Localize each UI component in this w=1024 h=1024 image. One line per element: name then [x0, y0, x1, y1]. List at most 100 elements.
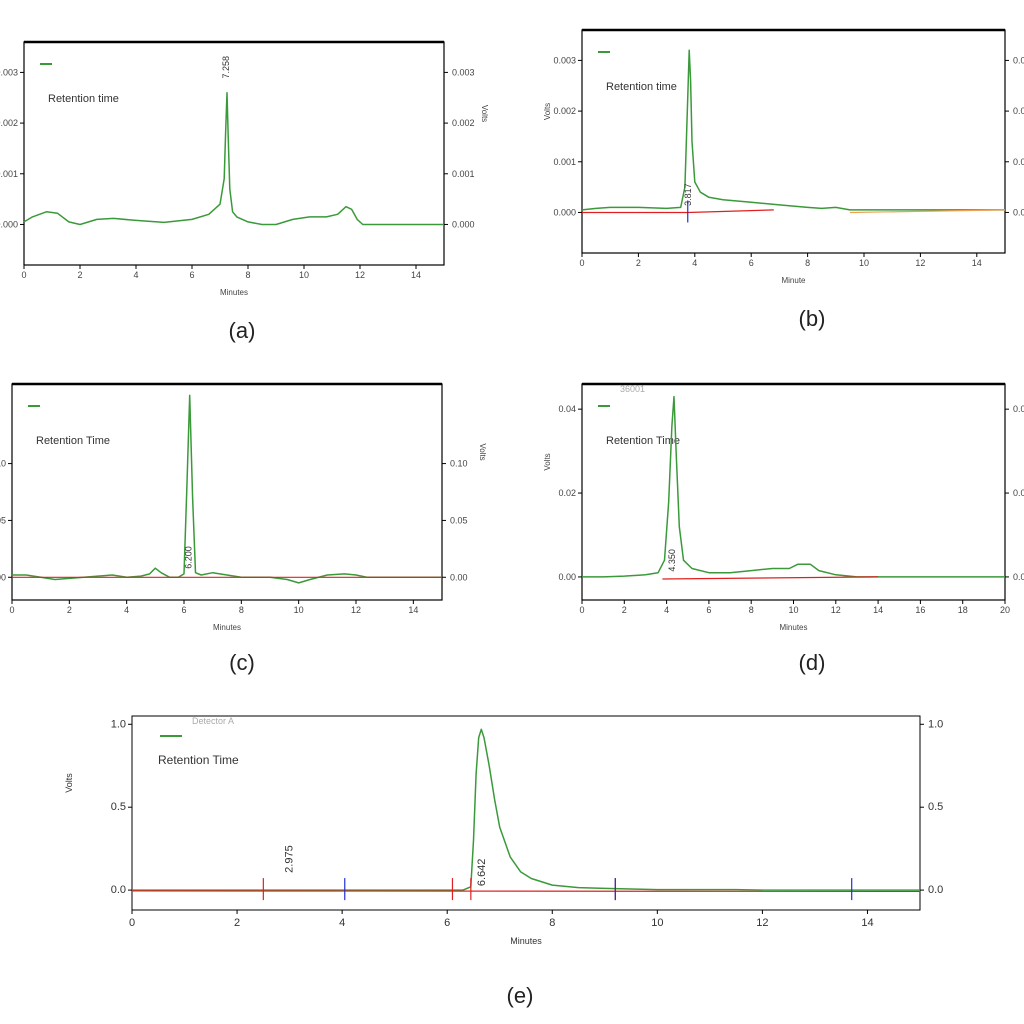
y-tick-label-right: 0.001	[1013, 157, 1024, 167]
x-tick-label: 0	[579, 258, 584, 268]
x-tick-label: 10	[788, 605, 798, 615]
plot-frame	[131, 715, 921, 911]
chart-b: 0 2 4 6 8 10 12 14 0.000 0.000 0.001 0.001 0.002 0.00…	[543, 28, 1024, 331]
plot-frame	[11, 383, 443, 601]
series-baseline	[582, 209, 774, 214]
series-baseline	[662, 576, 879, 580]
panel-caption: (c)	[229, 650, 255, 675]
x-tick-label: 2	[622, 605, 627, 615]
x-tick-label: 12	[355, 270, 365, 280]
y-tick-label-right: 0.04	[1013, 404, 1024, 414]
x-tick-label: 4	[133, 270, 138, 280]
x-tick-label: 4	[664, 605, 669, 615]
x-tick-label: 6	[181, 605, 186, 615]
x-tick-label: 8	[245, 270, 250, 280]
y-tick-label-right: 0.0	[928, 884, 943, 896]
series-signal	[581, 49, 1005, 211]
detector-label: 36001	[620, 384, 645, 394]
y-axis-title-right: Volts	[478, 443, 487, 460]
series-baseline	[131, 890, 921, 893]
y-axis-title: Volts	[64, 773, 74, 793]
y-tick-label: 0.02	[558, 488, 576, 498]
plot-frame	[581, 383, 1006, 601]
y-tick-label: 0.0	[111, 884, 126, 896]
x-axis-title: Minutes	[779, 623, 807, 632]
x-tick-label: 2	[234, 917, 240, 929]
panel-caption: (d)	[799, 650, 826, 675]
x-tick-label: 14	[411, 270, 421, 280]
x-axis-title: Minute	[781, 276, 806, 285]
x-tick-label: 12	[756, 917, 768, 929]
x-tick-label: 12	[915, 258, 925, 268]
x-tick-label: 6	[444, 917, 450, 929]
y-tick-label: 0.001	[0, 169, 18, 179]
x-tick-label: 20	[1000, 605, 1010, 615]
y-tick-label-right: 0.00	[1013, 572, 1024, 582]
x-tick-label: 10	[651, 917, 663, 929]
x-tick-label: 2	[636, 258, 641, 268]
peak-label: 3.817	[683, 183, 693, 206]
y-tick-label: 0.000	[0, 219, 18, 229]
panel-caption: (e)	[507, 983, 534, 1008]
legend-label: Retention Time	[606, 435, 680, 447]
chart-d: 0 2 4 6 8 10 12 14 16 18 20 0.00 0.00 0.02 0.02 0.04 0.0…	[543, 382, 1024, 675]
x-tick-label: 18	[958, 605, 968, 615]
y-axis-title: Volts	[543, 103, 552, 120]
y-tick-label-right: 0.003	[1013, 55, 1024, 65]
peak-label: 4.350	[667, 549, 677, 572]
y-tick-label: 0.002	[553, 106, 576, 116]
y-tick-label-right: 0.000	[452, 219, 475, 229]
x-tick-label: 8	[749, 605, 754, 615]
x-tick-label: 4	[692, 258, 697, 268]
panel-caption: (a)	[229, 318, 256, 343]
y-tick-label-right: 0.05	[450, 515, 468, 525]
x-tick-label: 12	[351, 605, 361, 615]
y-tick-label-right: 0.02	[1013, 488, 1024, 498]
legend-label: Retention time	[606, 81, 677, 93]
x-axis-title: Minutes	[220, 288, 248, 297]
y-tick-label: 0.10	[0, 459, 6, 469]
y-tick-label: 0.003	[553, 55, 576, 65]
y-tick-label-right: 0.003	[452, 67, 475, 77]
x-tick-label: 16	[915, 605, 925, 615]
series-signal	[12, 394, 442, 584]
y-tick-label: 0.00	[558, 572, 576, 582]
y-tick-label-right: 0.002	[1013, 106, 1024, 116]
x-tick-label: 4	[339, 917, 345, 929]
x-tick-label: 12	[831, 605, 841, 615]
y-tick-label: 0.5	[111, 801, 126, 813]
x-tick-label: 14	[861, 917, 873, 929]
peak-label: 7.258	[221, 56, 231, 79]
y-tick-label-right: 0.001	[452, 169, 475, 179]
peak-label: 2.975	[283, 845, 295, 873]
y-tick-label: 0.003	[0, 67, 18, 77]
x-tick-label: 10	[299, 270, 309, 280]
y-tick-label-right: 0.000	[1013, 207, 1024, 217]
detector-label: Detector A	[192, 716, 234, 726]
series-signal	[582, 395, 1005, 578]
y-tick-label: 0.002	[0, 118, 18, 128]
x-tick-label: 14	[873, 605, 883, 615]
y-tick-label-right: 0.00	[450, 572, 468, 582]
x-tick-label: 0	[129, 917, 135, 929]
y-tick-label-right: 0.5	[928, 801, 943, 813]
plot-frame	[23, 41, 445, 266]
chart-e: 0 2 4 6 8 10 12 14 0.0 0.0 0.5 0.5 1.0 1.0 Minutes Volt…	[64, 715, 943, 1008]
series-baseline2	[849, 209, 1006, 214]
x-tick-label: 14	[408, 605, 418, 615]
y-axis-title-right: Volts	[480, 105, 489, 122]
legend-label: Retention time	[48, 93, 119, 105]
x-axis-title: Minutes	[213, 623, 241, 632]
x-tick-label: 6	[749, 258, 754, 268]
legend-label: Retention Time	[158, 753, 239, 767]
y-tick-label: 0.000	[553, 207, 576, 217]
chart-c: 0 2 4 6 8 10 12 14 0.00 0.00 0.05 0.05 0.10 0.10 Minut…	[0, 382, 487, 675]
chart-a: 0 2 4 6 8 10 12 14 0.000 0.000 0.001 0.001 0.002 0.00…	[0, 40, 489, 343]
panel-caption: (b)	[799, 306, 826, 331]
y-tick-label: 1.0	[111, 718, 126, 730]
series-signal	[23, 91, 444, 226]
x-tick-label: 8	[805, 258, 810, 268]
x-tick-label: 6	[189, 270, 194, 280]
x-tick-label: 0	[9, 605, 14, 615]
